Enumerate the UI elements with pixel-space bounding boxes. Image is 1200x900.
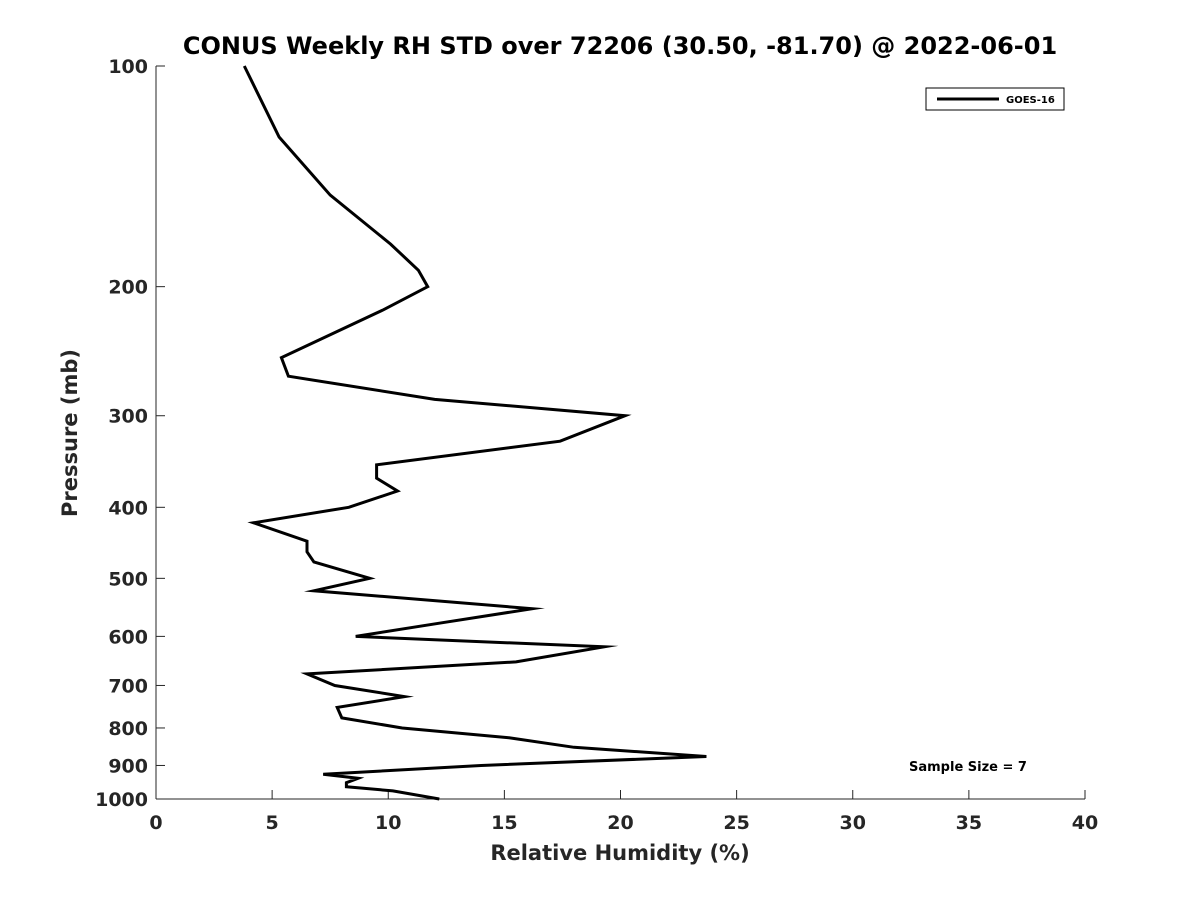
y-axis-ticks: 100 200 300 400 500 600 700 800 900 1000 — [95, 56, 165, 811]
sample-size-annotation: Sample Size = 7 — [909, 760, 1027, 775]
y-tick-label: 700 — [108, 675, 148, 697]
y-tick-label: 1000 — [95, 789, 148, 811]
x-tick-label: 40 — [1072, 812, 1098, 834]
legend: GOES-16 — [925, 87, 1065, 111]
y-tick-label: 800 — [108, 718, 148, 740]
series-line-goes-16 — [242, 65, 707, 801]
series-group — [242, 65, 707, 801]
x-tick-label: 30 — [840, 812, 866, 834]
x-axis-ticks: 0 5 10 15 20 25 30 35 40 — [149, 790, 1098, 834]
y-tick-label: 600 — [108, 626, 148, 648]
y-tick-label: 100 — [108, 56, 148, 78]
chart-title: CONUS Weekly RH STD over 72206 (30.50, -… — [183, 32, 1057, 60]
y-tick-label: 300 — [108, 406, 148, 428]
x-tick-label: 35 — [956, 812, 982, 834]
y-axis-label: Pressure (mb) — [58, 349, 82, 517]
x-tick-label: 15 — [491, 812, 517, 834]
legend-label-goes-16: GOES-16 — [1006, 95, 1055, 106]
x-tick-label: 20 — [607, 812, 633, 834]
y-tick-label: 200 — [108, 277, 148, 299]
y-tick-label: 500 — [108, 568, 148, 590]
x-tick-label: 25 — [723, 812, 749, 834]
axes — [155, 66, 1085, 800]
y-tick-label: 400 — [108, 497, 148, 519]
x-tick-label: 10 — [375, 812, 401, 834]
y-tick-label: 900 — [108, 755, 148, 777]
x-axis-label: Relative Humidity (%) — [490, 841, 749, 865]
x-tick-label: 5 — [266, 812, 279, 834]
x-tick-label: 0 — [149, 812, 162, 834]
